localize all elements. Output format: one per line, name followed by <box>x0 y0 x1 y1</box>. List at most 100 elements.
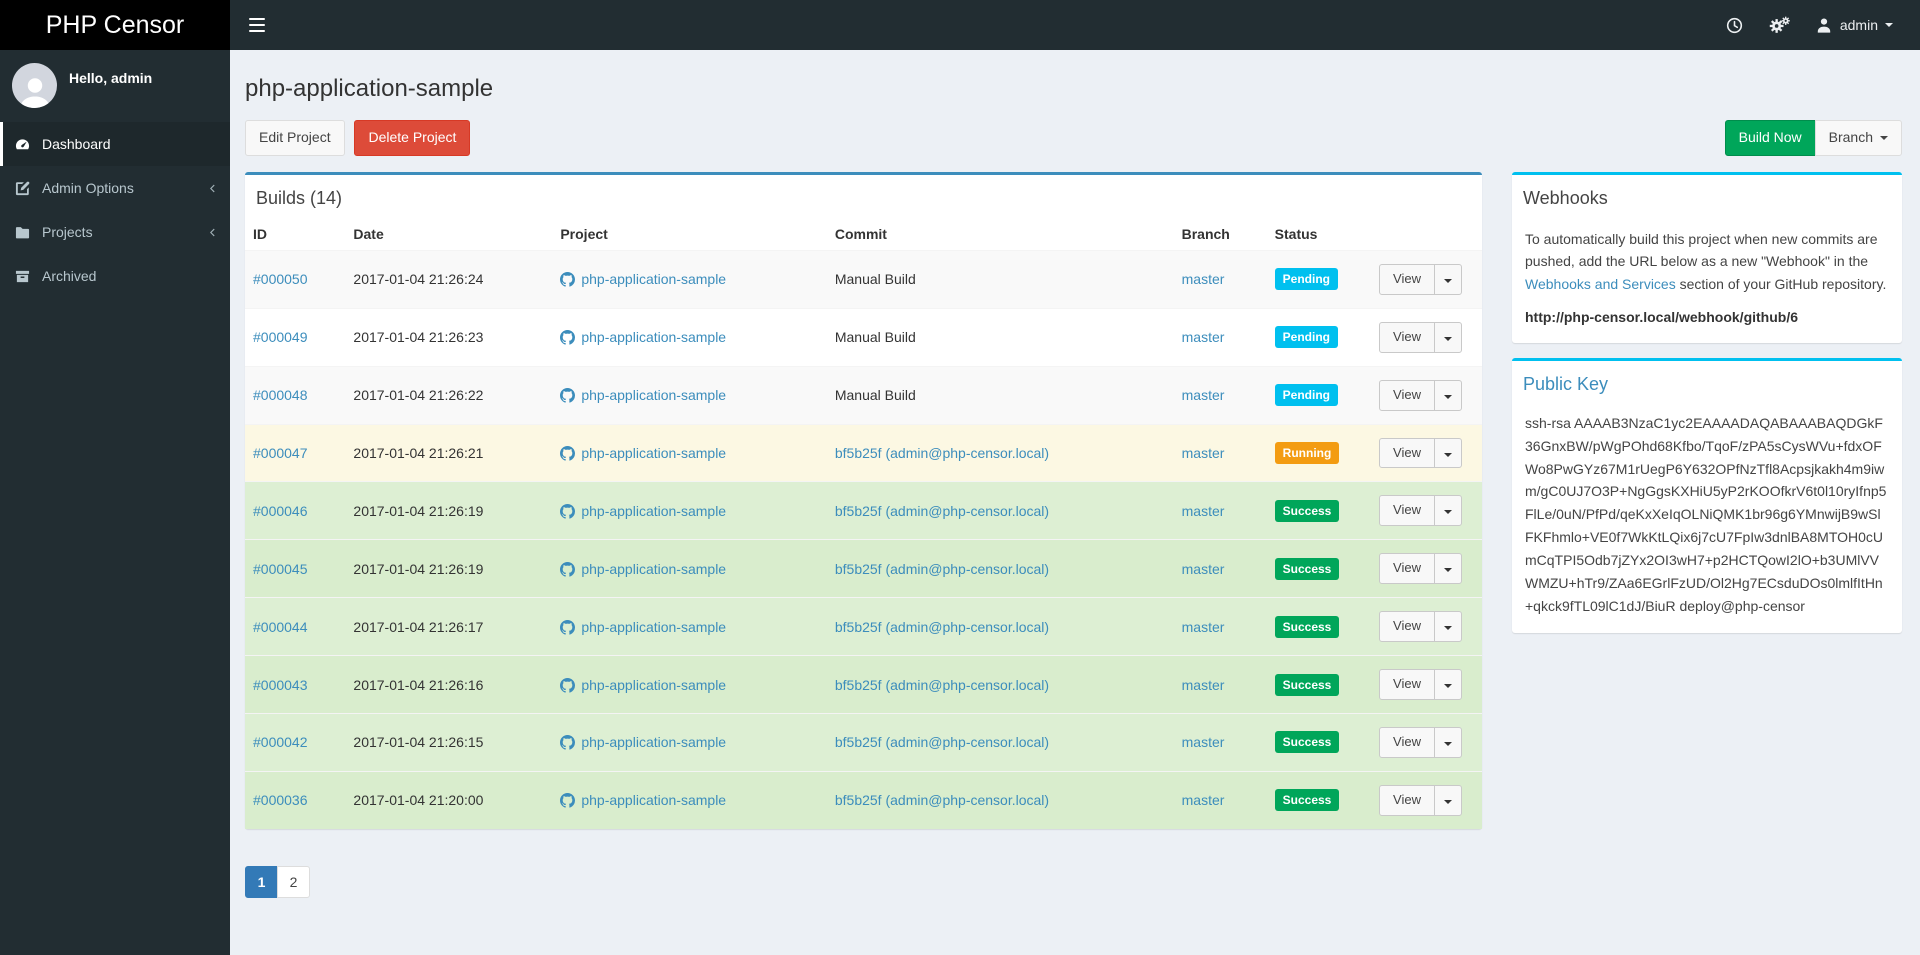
builds-panel: Builds (14) ID Date Project Commit Branc… <box>245 171 1482 829</box>
build-date: 2017-01-04 21:20:00 <box>345 770 553 829</box>
view-button[interactable]: View <box>1379 669 1435 700</box>
view-dropdown-button[interactable] <box>1434 727 1462 758</box>
build-id-link[interactable]: #000047 <box>253 444 308 461</box>
build-commit[interactable]: bf5b25f (admin@php-censor.local) <box>834 618 1050 635</box>
build-branch-link[interactable]: master <box>1181 618 1225 635</box>
sidebar-item-archived[interactable]: Archived <box>0 254 230 298</box>
build-project-name: php-application-sample <box>581 792 727 809</box>
build-row: #000036 2017-01-04 21:20:00 php-applicat… <box>245 770 1482 829</box>
branch-dropdown-button[interactable]: Branch <box>1814 120 1902 156</box>
column-header-status: Status <box>1266 217 1371 251</box>
webhooks-and-services-link[interactable]: Webhooks and Services <box>1525 275 1676 292</box>
build-id-link[interactable]: #000044 <box>253 618 308 635</box>
build-now-button[interactable]: Build Now <box>1724 120 1816 156</box>
build-commit[interactable]: bf5b25f (admin@php-censor.local) <box>834 734 1050 751</box>
build-commit[interactable]: bf5b25f (admin@php-censor.local) <box>834 676 1050 693</box>
build-status-badge: Success <box>1274 557 1340 580</box>
view-button[interactable]: View <box>1379 553 1435 585</box>
caret-down-icon <box>1444 626 1452 631</box>
page-title: php-application-sample <box>245 75 494 102</box>
build-project-link[interactable]: php-application-sample <box>560 561 726 577</box>
build-branch-link[interactable]: master <box>1181 560 1225 577</box>
brand-logo[interactable]: PHP Censor <box>0 0 230 50</box>
build-id-link[interactable]: #000049 <box>253 329 308 346</box>
view-button[interactable]: View <box>1379 263 1435 295</box>
view-dropdown-button[interactable] <box>1434 553 1462 585</box>
sidebar-item-label: Projects <box>42 224 93 240</box>
pagination-page-2[interactable]: 2 <box>277 865 310 898</box>
build-project-name: php-application-sample <box>581 444 727 461</box>
github-icon <box>560 272 576 287</box>
build-queue-link[interactable] <box>1713 0 1756 50</box>
build-project-name: php-application-sample <box>581 502 727 519</box>
build-id-link[interactable]: #000036 <box>253 792 308 809</box>
view-button[interactable]: View <box>1379 495 1435 527</box>
build-row: #000045 2017-01-04 21:26:19 php-applicat… <box>245 539 1482 598</box>
avatar <box>12 63 57 108</box>
view-button[interactable]: View <box>1379 784 1435 816</box>
build-project-link[interactable]: php-application-sample <box>560 619 726 635</box>
view-button[interactable]: View <box>1379 727 1435 758</box>
view-button[interactable]: View <box>1379 321 1435 353</box>
build-branch-link[interactable]: master <box>1181 387 1225 404</box>
column-header-branch: Branch <box>1173 217 1267 251</box>
build-branch-link[interactable]: master <box>1181 502 1225 519</box>
build-branch-link[interactable]: master <box>1181 329 1225 346</box>
build-commit[interactable]: bf5b25f (admin@php-censor.local) <box>834 502 1050 519</box>
view-dropdown-button[interactable] <box>1434 379 1462 411</box>
build-project-link[interactable]: php-application-sample <box>560 329 726 345</box>
sidebar-item-dashboard[interactable]: Dashboard <box>0 122 230 166</box>
build-branch-link[interactable]: master <box>1181 734 1225 751</box>
build-project-link[interactable]: php-application-sample <box>560 677 726 693</box>
sidebar-item-admin-options[interactable]: Admin Options <box>0 166 230 210</box>
build-project-link[interactable]: php-application-sample <box>560 445 726 461</box>
top-navbar: admin <box>230 0 1920 50</box>
build-commit[interactable]: bf5b25f (admin@php-censor.local) <box>834 560 1050 577</box>
sidebar-item-projects[interactable]: Projects <box>0 210 230 254</box>
build-id-link[interactable]: #000043 <box>253 676 308 693</box>
caret-down-icon <box>1444 742 1452 746</box>
build-status-badge: Success <box>1274 673 1340 696</box>
build-id-link[interactable]: #000042 <box>253 734 308 751</box>
build-id-link[interactable]: #000050 <box>253 271 308 288</box>
view-button[interactable]: View <box>1379 611 1435 643</box>
edit-project-button[interactable]: Edit Project <box>245 120 345 156</box>
build-commit: Manual Build <box>834 329 916 346</box>
build-id-link[interactable]: #000045 <box>253 560 308 577</box>
chevron-left-icon <box>210 184 215 192</box>
build-branch-link[interactable]: master <box>1181 676 1225 693</box>
sidebar-toggle-button[interactable] <box>230 0 284 50</box>
column-header-date: Date <box>345 217 553 251</box>
build-project-name: php-application-sample <box>581 271 727 288</box>
build-commit[interactable]: bf5b25f (admin@php-censor.local) <box>834 444 1050 461</box>
user-menu-button[interactable]: admin <box>1803 0 1906 50</box>
build-branch-link[interactable]: master <box>1181 444 1225 461</box>
sidebar-greeting: Hello, admin <box>69 70 153 86</box>
view-dropdown-button[interactable] <box>1434 263 1462 295</box>
build-branch-link[interactable]: master <box>1181 792 1225 809</box>
settings-link[interactable] <box>1756 0 1803 50</box>
build-project-link[interactable]: php-application-sample <box>560 387 726 403</box>
sidebar-item-label: Admin Options <box>42 180 134 196</box>
build-project-link[interactable]: php-application-sample <box>560 503 726 519</box>
build-project-link[interactable]: php-application-sample <box>560 734 726 750</box>
view-dropdown-button[interactable] <box>1434 784 1462 816</box>
pagination-page-1[interactable]: 1 <box>245 865 278 898</box>
build-project-link[interactable]: php-application-sample <box>560 792 726 808</box>
view-button[interactable]: View <box>1379 437 1435 469</box>
github-icon <box>560 735 576 751</box>
view-dropdown-button[interactable] <box>1434 495 1462 527</box>
build-date: 2017-01-04 21:26:23 <box>345 307 553 367</box>
build-id-link[interactable]: #000048 <box>253 387 308 404</box>
view-button[interactable]: View <box>1379 379 1435 411</box>
view-dropdown-button[interactable] <box>1434 669 1462 700</box>
build-id-link[interactable]: #000046 <box>253 502 308 519</box>
build-project-link[interactable]: php-application-sample <box>560 271 726 287</box>
build-commit[interactable]: bf5b25f (admin@php-censor.local) <box>834 792 1050 809</box>
delete-project-button[interactable]: Delete Project <box>354 120 471 156</box>
build-branch-link[interactable]: master <box>1181 271 1225 288</box>
view-dropdown-button[interactable] <box>1434 437 1462 469</box>
archive-icon <box>15 270 30 282</box>
view-dropdown-button[interactable] <box>1434 611 1462 643</box>
view-dropdown-button[interactable] <box>1434 321 1462 353</box>
